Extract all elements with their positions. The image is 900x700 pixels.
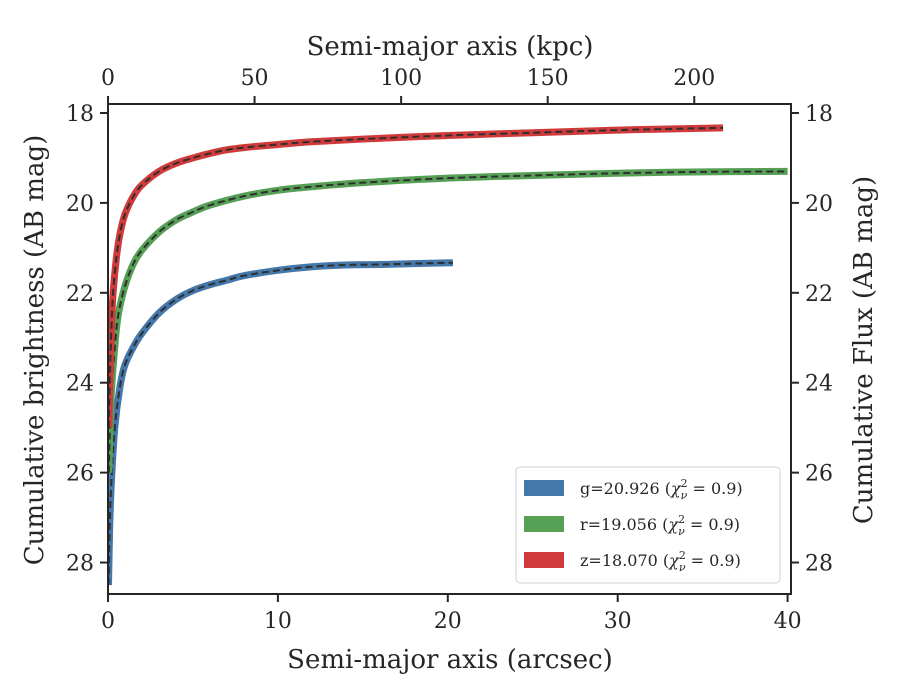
x-tick-label: 20 — [434, 609, 462, 634]
legend-label-part: z=18.070 ( — [580, 551, 669, 570]
top-x-tick-label: 200 — [673, 66, 715, 91]
legend: g=20.926 (χ2 ν = 0.9)r=19.056 (χ2 ν = 0.9)… — [515, 466, 781, 584]
top-x-axis-title: Semi-major axis (kpc) — [307, 32, 594, 62]
right-y-tick-label: 24 — [805, 372, 833, 397]
series-2 — [108, 124, 724, 428]
x-tick-label: 40 — [774, 609, 802, 634]
legend-label-0: g=20.926 (χ2 ν = 0.9) — [580, 477, 743, 502]
y-tick-label: 22 — [66, 282, 94, 307]
x-axis-title: Semi-major axis (arcsec) — [287, 645, 613, 675]
right-y-axis-title: Cumulative Flux (AB mag) — [849, 176, 879, 524]
legend-label-part: 2 — [679, 549, 686, 562]
legend-label-part: = 0.9) — [686, 551, 741, 570]
right-y-tick-label: 26 — [805, 462, 833, 487]
series-band-1 — [108, 167, 788, 473]
y-tick-label: 26 — [66, 462, 94, 487]
legend-label-part: ν — [678, 525, 685, 538]
legend-label-2: z=18.070 (χ2 ν = 0.9) — [580, 549, 741, 574]
x-tick-label: 30 — [604, 609, 632, 634]
legend-label-part: r=19.056 ( — [580, 515, 668, 534]
axes-layer: 0 10 20 30 400 50 100 150 2001820222426281820222… — [66, 66, 833, 634]
series-model-line-1 — [108, 170, 788, 473]
y-axis-title: Cumulative brightness (AB mag) — [20, 135, 50, 566]
x-tick-label: 10 — [264, 609, 292, 634]
series-1 — [108, 167, 788, 473]
legend-swatch-0 — [524, 480, 564, 496]
legend-label-part: = 0.9) — [685, 515, 740, 534]
legend-label-part: ν — [679, 561, 686, 574]
legend-label-part: χ — [670, 479, 682, 498]
legend-label-1: r=19.056 (χ2 ν = 0.9) — [580, 513, 740, 538]
right-y-tick-label: 20 — [805, 192, 833, 217]
plot-frame — [107, 103, 792, 595]
series-band-0 — [108, 259, 453, 586]
legend-swatch-1 — [524, 516, 564, 532]
series-layer — [108, 124, 788, 586]
series-0 — [108, 259, 453, 586]
right-y-tick-label: 28 — [805, 552, 833, 577]
y-tick-label: 24 — [66, 372, 94, 397]
y-tick-label: 28 — [66, 552, 94, 577]
legend-label-part: 2 — [681, 477, 688, 490]
right-y-tick-label: 22 — [805, 282, 833, 307]
top-x-tick-label: 100 — [380, 66, 422, 91]
legend-label-part: χ — [667, 515, 679, 534]
legend-label-part: = 0.9) — [687, 479, 742, 498]
top-x-tick-label: 150 — [527, 66, 569, 91]
legend-label-part: ν — [681, 489, 688, 502]
right-y-tick-label: 18 — [805, 102, 833, 127]
series-model-line-2 — [108, 126, 724, 428]
x-tick-label: 0 — [101, 609, 115, 634]
legend-label-part: χ — [668, 551, 680, 570]
top-x-tick-label: 50 — [241, 66, 269, 91]
legend-label-part: g=20.926 ( — [580, 479, 671, 498]
legend-swatch-2 — [524, 552, 564, 568]
legend-label-part: 2 — [678, 513, 685, 526]
series-model-line-0 — [108, 261, 453, 586]
y-tick-label: 18 — [66, 102, 94, 127]
y-tick-label: 20 — [66, 192, 94, 217]
legend-frame — [515, 466, 781, 584]
top-x-tick-label: 0 — [101, 66, 115, 91]
